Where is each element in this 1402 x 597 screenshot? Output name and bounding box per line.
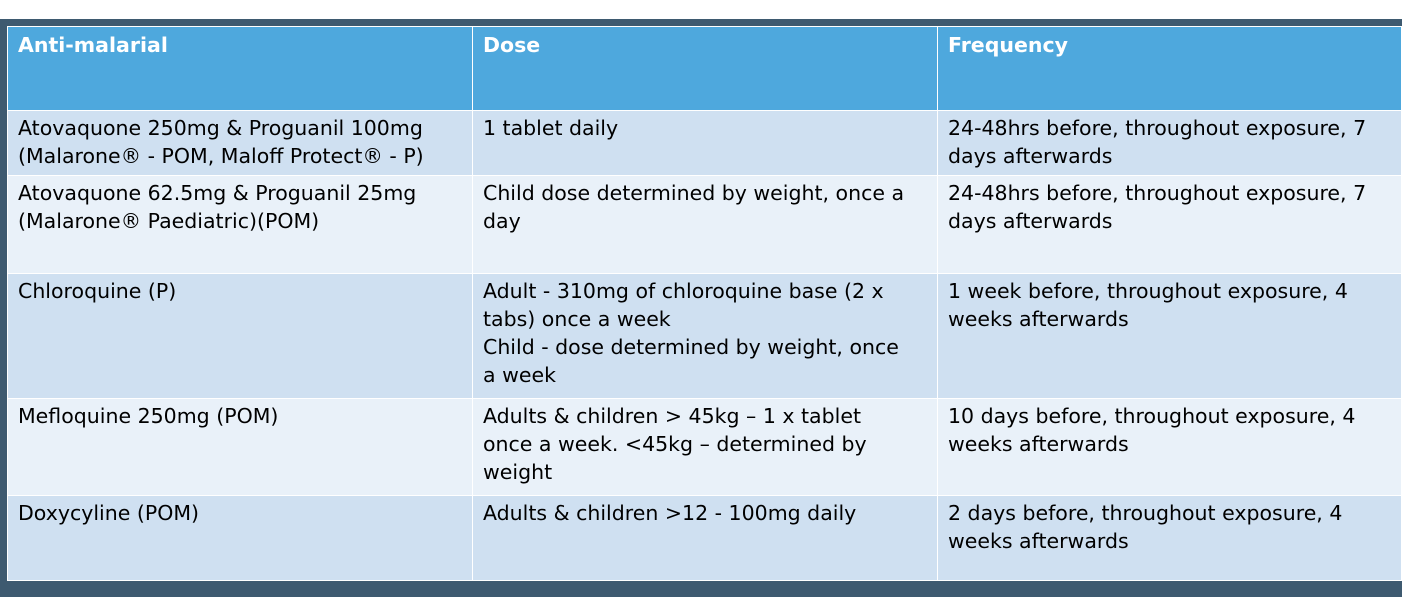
dose-cell: 1 tablet daily (472, 110, 938, 176)
dose-line: Adults & children >12 - 100mg daily (483, 501, 857, 525)
dose-line: Child - dose determined by weight, once (483, 335, 899, 359)
frequency-cell: 1 week before, throughout exposure, 4 we… (937, 273, 1402, 399)
dose-line: Adult - 310mg of chloroquine base (2 x (483, 279, 884, 303)
drug-line: (Malarone® - POM, Maloff Protect® - P) (18, 144, 424, 168)
frequency-line: weeks afterwards (948, 529, 1129, 553)
antimalarial-table: Anti-malarial Dose Frequency Atovaquone … (7, 26, 1402, 581)
frequency-cell: 24-48hrs before, throughout exposure, 7 … (937, 110, 1402, 176)
drug-cell: Mefloquine 250mg (POM) (7, 398, 473, 496)
table-row: Atovaquone 250mg & Proguanil 100mg (Mala… (7, 110, 1402, 176)
frequency-line: weeks afterwards (948, 432, 1129, 456)
dose-line: Child dose determined by weight, once a (483, 181, 905, 205)
table-row: Atovaquone 62.5mg & Proguanil 25mg (Mala… (7, 175, 1402, 274)
frequency-line: 1 week before, throughout exposure, 4 (948, 279, 1348, 303)
dose-line: a week (483, 363, 556, 387)
drug-cell: Atovaquone 250mg & Proguanil 100mg (Mala… (7, 110, 473, 176)
drug-line: Chloroquine (P) (18, 279, 177, 303)
frequency-line: days afterwards (948, 209, 1113, 233)
drug-line: Mefloquine 250mg (POM) (18, 404, 279, 428)
frequency-cell: 24-48hrs before, throughout exposure, 7 … (937, 175, 1402, 274)
drug-line: Doxycyline (POM) (18, 501, 200, 525)
dose-line: day (483, 209, 521, 233)
dose-line: weight (483, 460, 553, 484)
frequency-line: days afterwards (948, 144, 1113, 168)
table-row: Doxycyline (POM) Adults & children >12 -… (7, 495, 1402, 581)
dose-cell: Adults & children >12 - 100mg daily (472, 495, 938, 581)
table-row: Chloroquine (P) Adult - 310mg of chloroq… (7, 273, 1402, 399)
frequency-line: 2 days before, throughout exposure, 4 (948, 501, 1343, 525)
dose-line: tabs) once a week (483, 307, 671, 331)
drug-cell: Atovaquone 62.5mg & Proguanil 25mg (Mala… (7, 175, 473, 274)
drug-cell: Chloroquine (P) (7, 273, 473, 399)
drug-line: Atovaquone 250mg & Proguanil 100mg (18, 116, 423, 140)
dose-cell: Adult - 310mg of chloroquine base (2 x t… (472, 273, 938, 399)
drug-line: (Malarone® Paediatric)(POM) (18, 209, 320, 233)
dose-cell: Adults & children > 45kg – 1 x tablet on… (472, 398, 938, 496)
header-dose: Dose (472, 26, 938, 111)
drug-line: Atovaquone 62.5mg & Proguanil 25mg (18, 181, 417, 205)
dose-line: Adults & children > 45kg – 1 x tablet (483, 404, 861, 428)
frequency-line: 24-48hrs before, throughout exposure, 7 (948, 116, 1367, 140)
frequency-cell: 2 days before, throughout exposure, 4 we… (937, 495, 1402, 581)
frequency-line: 10 days before, throughout exposure, 4 (948, 404, 1356, 428)
table-row: Mefloquine 250mg (POM) Adults & children… (7, 398, 1402, 496)
dose-line: 1 tablet daily (483, 116, 619, 140)
dose-cell: Child dose determined by weight, once a … (472, 175, 938, 274)
dose-line: once a week. <45kg – determined by (483, 432, 867, 456)
table-header-row: Anti-malarial Dose Frequency (7, 26, 1402, 111)
drug-cell: Doxycyline (POM) (7, 495, 473, 581)
frequency-cell: 10 days before, throughout exposure, 4 w… (937, 398, 1402, 496)
frequency-line: weeks afterwards (948, 307, 1129, 331)
antimalarial-table-container: Anti-malarial Dose Frequency Atovaquone … (7, 26, 1402, 581)
header-anti-malarial: Anti-malarial (7, 26, 473, 111)
header-frequency: Frequency (937, 26, 1402, 111)
frequency-line: 24-48hrs before, throughout exposure, 7 (948, 181, 1367, 205)
